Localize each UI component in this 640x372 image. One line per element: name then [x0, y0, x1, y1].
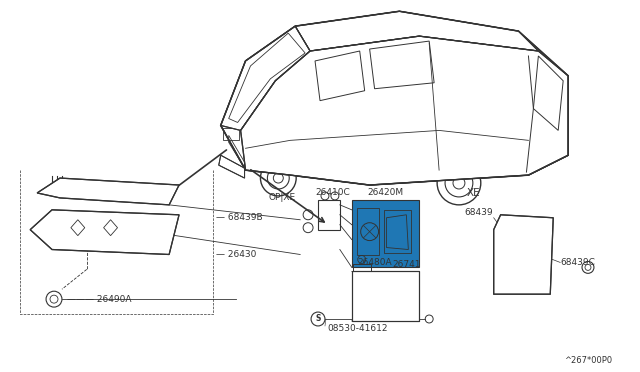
Bar [383, 210, 412, 253]
Text: ^267*00P0: ^267*00P0 [564, 356, 612, 365]
Text: S: S [316, 314, 321, 324]
Text: 68439C: 68439C [560, 258, 595, 267]
Text: 26741: 26741 [392, 260, 421, 269]
Text: OP|XE: OP|XE [268, 193, 296, 202]
Polygon shape [352, 271, 419, 321]
Polygon shape [221, 26, 310, 131]
Bar [352, 200, 419, 267]
Circle shape [260, 160, 296, 196]
Polygon shape [295, 11, 538, 51]
Bar [353, 264, 371, 274]
Text: 08530-41612: 08530-41612 [327, 324, 387, 333]
Circle shape [437, 161, 481, 205]
Bar [64, 218, 92, 238]
Text: 68439: 68439 [464, 208, 493, 217]
Bar [109, 181, 124, 191]
Text: 26480A: 26480A [358, 258, 392, 267]
Bar [356, 208, 378, 256]
Polygon shape [221, 11, 568, 185]
Bar [318, 200, 340, 230]
Text: 26420M: 26420M [367, 189, 404, 198]
Bar [90, 181, 106, 193]
Polygon shape [493, 215, 553, 294]
Polygon shape [37, 178, 179, 205]
Bar [223, 128, 239, 140]
Polygon shape [219, 155, 244, 178]
Text: ——— 26490A: ——— 26490A [67, 295, 131, 304]
Polygon shape [30, 210, 179, 254]
Polygon shape [241, 36, 568, 185]
Text: 26410C: 26410C [315, 189, 350, 198]
Bar [72, 182, 86, 192]
Bar [97, 218, 124, 238]
Text: XE: XE [467, 188, 481, 198]
Text: — 26430: — 26430 [216, 250, 256, 259]
Text: — 68439B: — 68439B [216, 213, 262, 222]
